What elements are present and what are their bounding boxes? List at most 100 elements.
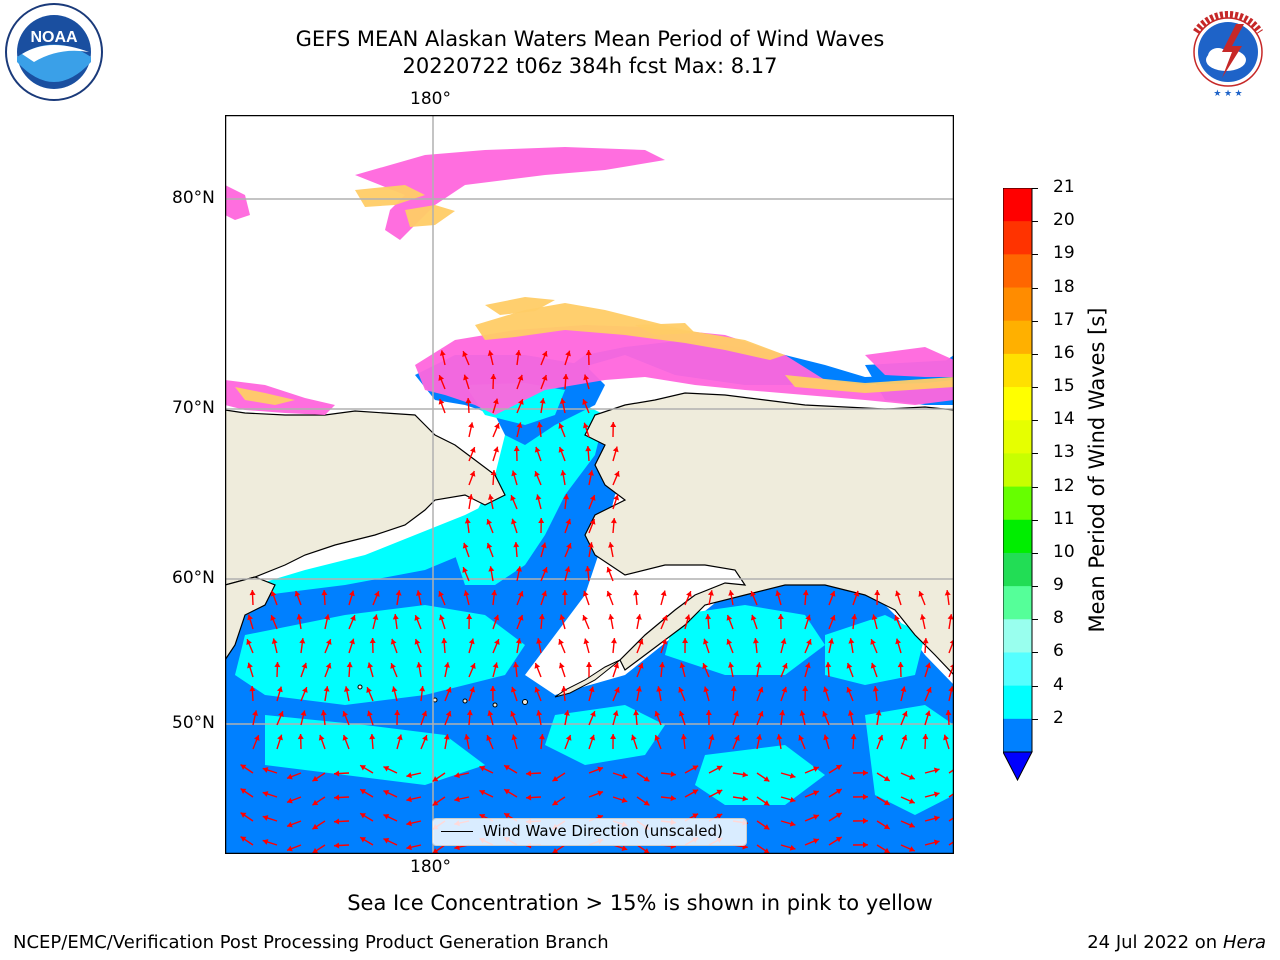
wind-arrow-head: [585, 350, 592, 356]
colorbar-tick-label: 13: [1053, 442, 1075, 463]
wind-arrow-head: [262, 767, 269, 773]
wind-arrow-head: [369, 734, 376, 740]
wind-arrow-head: [908, 822, 915, 828]
wind-arrow-head: [454, 796, 460, 803]
wind-arrow-head: [390, 638, 397, 645]
wind-arrow-head: [742, 771, 748, 778]
lat-label-80: 80°N: [172, 188, 215, 208]
wind-arrow-head: [517, 615, 524, 621]
wind-arrow-head: [894, 615, 900, 621]
wind-arrow-head: [462, 567, 468, 573]
wind-arrow-head: [491, 590, 498, 596]
wind-arrow-head: [464, 518, 471, 524]
wind-arrow-head: [883, 847, 890, 853]
wind-arrow-head: [823, 686, 829, 693]
wind-arrow-head: [630, 734, 637, 741]
wind-arrow-head: [850, 734, 857, 740]
wind-arrow: [948, 768, 954, 774]
wind-arrow-head: [492, 398, 499, 405]
wind-arrow-head: [493, 446, 499, 453]
wind-arrow-head: [468, 422, 475, 428]
wind-arrow-head: [421, 710, 428, 717]
wind-arrow-head: [526, 770, 532, 777]
wind-arrow-head: [438, 398, 445, 405]
wind-arrow-head: [692, 789, 699, 795]
wind-arrow-head: [312, 847, 319, 854]
wind-arrow-head: [296, 614, 303, 620]
wind-arrow-head: [558, 639, 564, 645]
wind-arrow-head: [702, 663, 708, 669]
wind-arrow-head: [465, 398, 472, 404]
wind-arrow-head: [432, 776, 439, 782]
wind-arrow-head: [558, 446, 565, 453]
wind-arrow-head: [513, 542, 520, 548]
wind-arrow-head: [270, 615, 276, 621]
wind-arrow-head: [334, 770, 340, 777]
wind-arrow-head: [587, 542, 594, 548]
wind-arrow-head: [302, 687, 308, 693]
colorbar-tick-mark: [1032, 453, 1038, 455]
wind-arrow-head: [534, 663, 541, 669]
wind-arrow-head: [756, 734, 762, 740]
wind-arrow-head: [466, 614, 473, 620]
colorbar-tick-mark: [1032, 287, 1038, 289]
wind-arrow-head: [757, 711, 764, 717]
wind-arrow-head: [312, 775, 319, 782]
wind-arrow-head: [862, 793, 868, 800]
wind-arrow-head: [703, 686, 710, 693]
wind-arrow-head: [610, 422, 617, 428]
wind-arrow-head: [621, 773, 628, 779]
wind-arrow-head: [659, 662, 666, 668]
wind-arrow-head: [763, 824, 770, 830]
wind-arrow-head: [883, 799, 890, 805]
wind-arrow-head: [716, 789, 723, 796]
wind-arrow-head: [534, 687, 541, 693]
wind-arrow-head: [789, 820, 796, 827]
wind-arrow-head: [763, 776, 770, 782]
wind-arrow-head: [391, 686, 398, 693]
colorbar-tick-mark: [1032, 320, 1038, 322]
colorbar-swatch: [1003, 453, 1032, 488]
wind-arrow-head: [445, 711, 452, 717]
wind-arrow-head: [686, 591, 692, 597]
map-canvas: [224, 114, 955, 855]
wind-arrow-head: [918, 591, 925, 597]
wind-arrow-head: [511, 518, 517, 525]
colorbar-swatch: [1003, 718, 1032, 753]
wind-arrow-head: [247, 662, 253, 669]
wind-arrow-head: [908, 774, 915, 780]
wind-arrow-head: [535, 494, 542, 501]
wind-arrow-head: [349, 638, 355, 645]
wind-arrow-head: [925, 710, 931, 717]
wind-arrow-head: [454, 772, 460, 779]
wind-arrow-head: [825, 662, 832, 668]
colorbar-swatch: [1003, 486, 1032, 521]
wind-arrow-head: [582, 399, 588, 405]
wind-arrow-head: [286, 797, 293, 804]
wind-arrow-head: [654, 735, 661, 741]
wind-arrow-head: [716, 813, 723, 820]
wind-arrow-head: [360, 789, 366, 795]
wind-arrow-head: [466, 710, 473, 716]
wind-arrow-head: [432, 848, 439, 854]
wind-arrow-head: [589, 734, 596, 741]
sea-ice: [225, 147, 954, 415]
noaa-logo-text: NOAA: [30, 29, 78, 46]
colorbar-tick-mark: [1032, 652, 1038, 654]
wind-arrow-head: [635, 614, 642, 620]
wind-arrow-head: [515, 350, 522, 356]
land-alaska: [584, 392, 954, 676]
wind-arrow-head: [422, 735, 428, 741]
wind-arrow-head: [789, 844, 796, 851]
wind-arrow-head: [610, 638, 617, 644]
wind-arrow-head: [948, 686, 954, 692]
wind-arrow-head: [334, 842, 340, 849]
wind-arrow-head: [463, 374, 469, 381]
wind-arrow-head: [597, 766, 604, 773]
wind-arrow-head: [708, 734, 715, 741]
map-legend: Wind Wave Direction (unscaled): [432, 818, 747, 846]
wind-arrow-head: [542, 567, 548, 573]
wind-arrow-head: [822, 711, 828, 717]
colorbar-swatch: [1003, 188, 1032, 222]
wind-arrow-head: [383, 790, 390, 796]
